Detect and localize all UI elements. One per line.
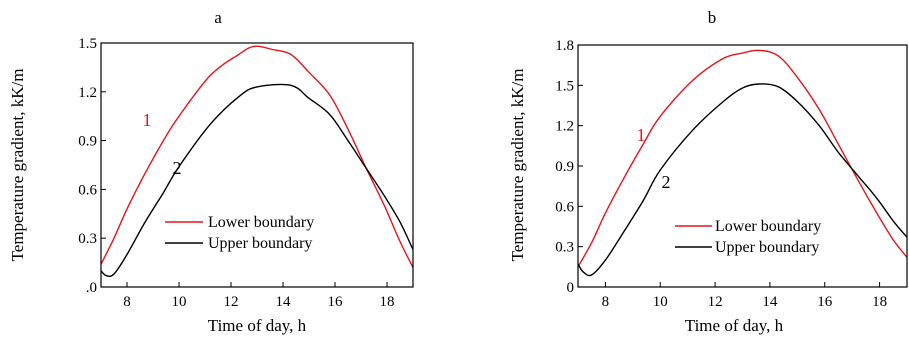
panel-b-y-tick-label: 1.5 [555, 78, 574, 94]
panel-b-x-tick-label: 18 [872, 294, 887, 310]
panel-b-x-tick-label: 16 [817, 294, 833, 310]
panel-a-y-tick-label: 0.6 [78, 182, 97, 198]
panel-a-curve-1-label: 1 [143, 110, 152, 130]
panel-b-legend-label-lower: Lower boundary [715, 218, 821, 235]
panel-b-y-tick-label: 0.6 [555, 199, 574, 215]
panel-b-curve-1-label: 1 [637, 125, 646, 145]
chart-panel-a: a 8 10 12 14 16 18 .00.30.60.91.21.5 Time of … [8, 8, 414, 335]
panel-a-x-axis-label: Time of day, h [208, 316, 307, 335]
panel-b-series-lower-boundary-line [577, 49, 908, 268]
panel-b-x-ticks: 8 10 12 14 16 18 [602, 282, 887, 310]
panel-a-y-tick-label: 0.3 [78, 231, 97, 247]
panel-a-y-tick-label: .0 [86, 280, 97, 296]
panel-b-y-tick-label: 0 [567, 280, 575, 296]
panel-b-y-axis-label: Temperature gradient, kK/m [508, 69, 527, 262]
panel-b-x-tick-label: 14 [762, 294, 778, 310]
panel-b-legend: Lower boundary Upper boundary [675, 218, 821, 256]
panel-b-x-tick-label: 8 [602, 294, 610, 310]
panel-a-series-upper-boundary-line [100, 83, 414, 278]
panel-b-plot-frame [577, 44, 908, 288]
panel-a-plot-frame [100, 42, 414, 288]
panel-b-curves [577, 49, 908, 277]
panel-b-series-upper-boundary-line [577, 83, 908, 277]
panel-b-y-tick-label: 0.3 [555, 240, 574, 256]
panel-b-curve-2-label: 2 [662, 172, 671, 192]
panel-b-legend-label-upper: Upper boundary [715, 239, 819, 256]
panel-b-x-tick-label: 12 [708, 294, 723, 310]
panel-b-y-ticks: 0 0.3 0.6 0.9 1.2 1.5 1.8 [555, 38, 583, 296]
panel-a-y-tick-label: 1.5 [78, 36, 97, 52]
panel-a-legend: Lower boundary Upper boundary [165, 214, 314, 252]
panel-a-curves [100, 45, 414, 278]
panel-a-x-tick-label: 8 [123, 294, 131, 310]
panel-b-x-tick-label: 10 [653, 294, 668, 310]
panel-a-x-tick-label: 18 [380, 294, 395, 310]
panel-b-y-tick-label: 0.9 [555, 159, 574, 175]
panel-a-y-ticks: .0 0.3 0.6 0.9 1.2 1.5 [78, 36, 106, 296]
panel-b-x-axis-label: Time of day, h [685, 316, 784, 335]
panel-a-y-tick-label: 0.9 [78, 134, 97, 150]
panel-a-x-tick-label: 12 [224, 294, 239, 310]
panel-a-legend-label-lower: Lower boundary [208, 214, 314, 231]
panel-a-x-tick-label: 16 [328, 294, 344, 310]
panel-a-x-tick-label: 14 [276, 294, 292, 310]
panel-b-y-tick-label: 1.8 [555, 38, 574, 54]
panel-a-curve-2-label: 2 [173, 158, 182, 178]
panel-a-x-tick-label: 10 [172, 294, 187, 310]
panel-a-title: a [214, 8, 222, 27]
panel-b-title: b [708, 8, 717, 27]
chart-panel-b: b 8 10 12 14 16 18 00.30.60.91.21.51.8 Time o… [508, 8, 908, 335]
panel-b-y-tick-label: 1.2 [555, 119, 574, 135]
panel-a-legend-label-upper: Upper boundary [208, 235, 312, 252]
panel-a-y-tick-label: 1.2 [78, 85, 97, 101]
panel-a-y-axis-label: Temperature gradient, kK/m [8, 69, 27, 262]
panel-a-x-ticks: 8 10 12 14 16 18 [123, 282, 395, 310]
